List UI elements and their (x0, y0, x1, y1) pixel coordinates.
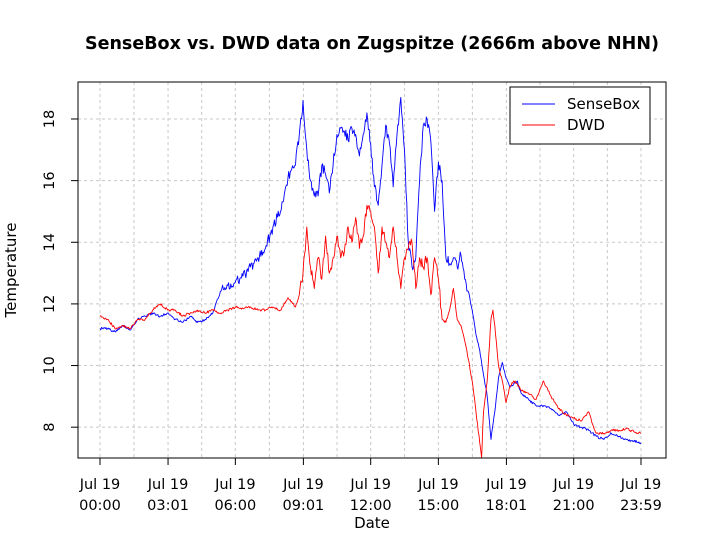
x-axis-label: Date (354, 514, 390, 532)
axes: Jul 19 00:00 Jul 19 03:01 Jul 19 06:00 Jul 19 0… (42, 110, 662, 514)
x-tick-label: 15:00 (417, 498, 459, 514)
x-tick-label: Jul 19 (349, 477, 391, 493)
series-layer (99, 96, 642, 459)
series-line-sensebox (99, 96, 642, 445)
x-tick-label: 18:01 (486, 498, 528, 514)
y-tick-label: 12 (42, 295, 58, 313)
x-tick-label: 03:01 (147, 498, 189, 514)
y-tick-label: 8 (42, 423, 58, 432)
x-tick-label: Jul 19 (417, 477, 459, 493)
y-tick-label: 16 (42, 171, 58, 189)
x-tick-label: 21:00 (553, 498, 595, 514)
plot-border (77, 81, 667, 459)
legend-box (509, 86, 651, 145)
y-axis-label: Temperature (2, 222, 20, 318)
x-tick-label: 00:00 (79, 498, 121, 514)
x-tick-label: Jul 19 (620, 477, 662, 493)
legend-label: SenseBox (567, 95, 640, 113)
x-tick-label: 12:00 (350, 498, 392, 514)
series-line-dwd (99, 204, 642, 459)
x-tick-label: 09:01 (282, 498, 324, 514)
y-tick-label: 18 (42, 110, 58, 128)
x-tick-label: Jul 19 (214, 477, 256, 493)
gridlines (78, 82, 666, 458)
x-tick-label: 06:00 (214, 498, 256, 514)
x-tick-label: 23:59 (620, 498, 662, 514)
y-tick-label: 14 (42, 233, 58, 251)
legend-label: DWD (567, 116, 605, 134)
x-tick-label: Jul 19 (485, 477, 527, 493)
legend: SenseBox DWD (509, 86, 651, 145)
x-tick-label: Jul 19 (79, 477, 121, 493)
chart-title: SenseBox vs. DWD data on Zugspitze (2666… (85, 34, 659, 54)
y-tick-label: 10 (42, 356, 58, 374)
x-tick-label: Jul 19 (282, 477, 324, 493)
x-tick-label: Jul 19 (147, 477, 189, 493)
x-tick-label: Jul 19 (552, 477, 594, 493)
